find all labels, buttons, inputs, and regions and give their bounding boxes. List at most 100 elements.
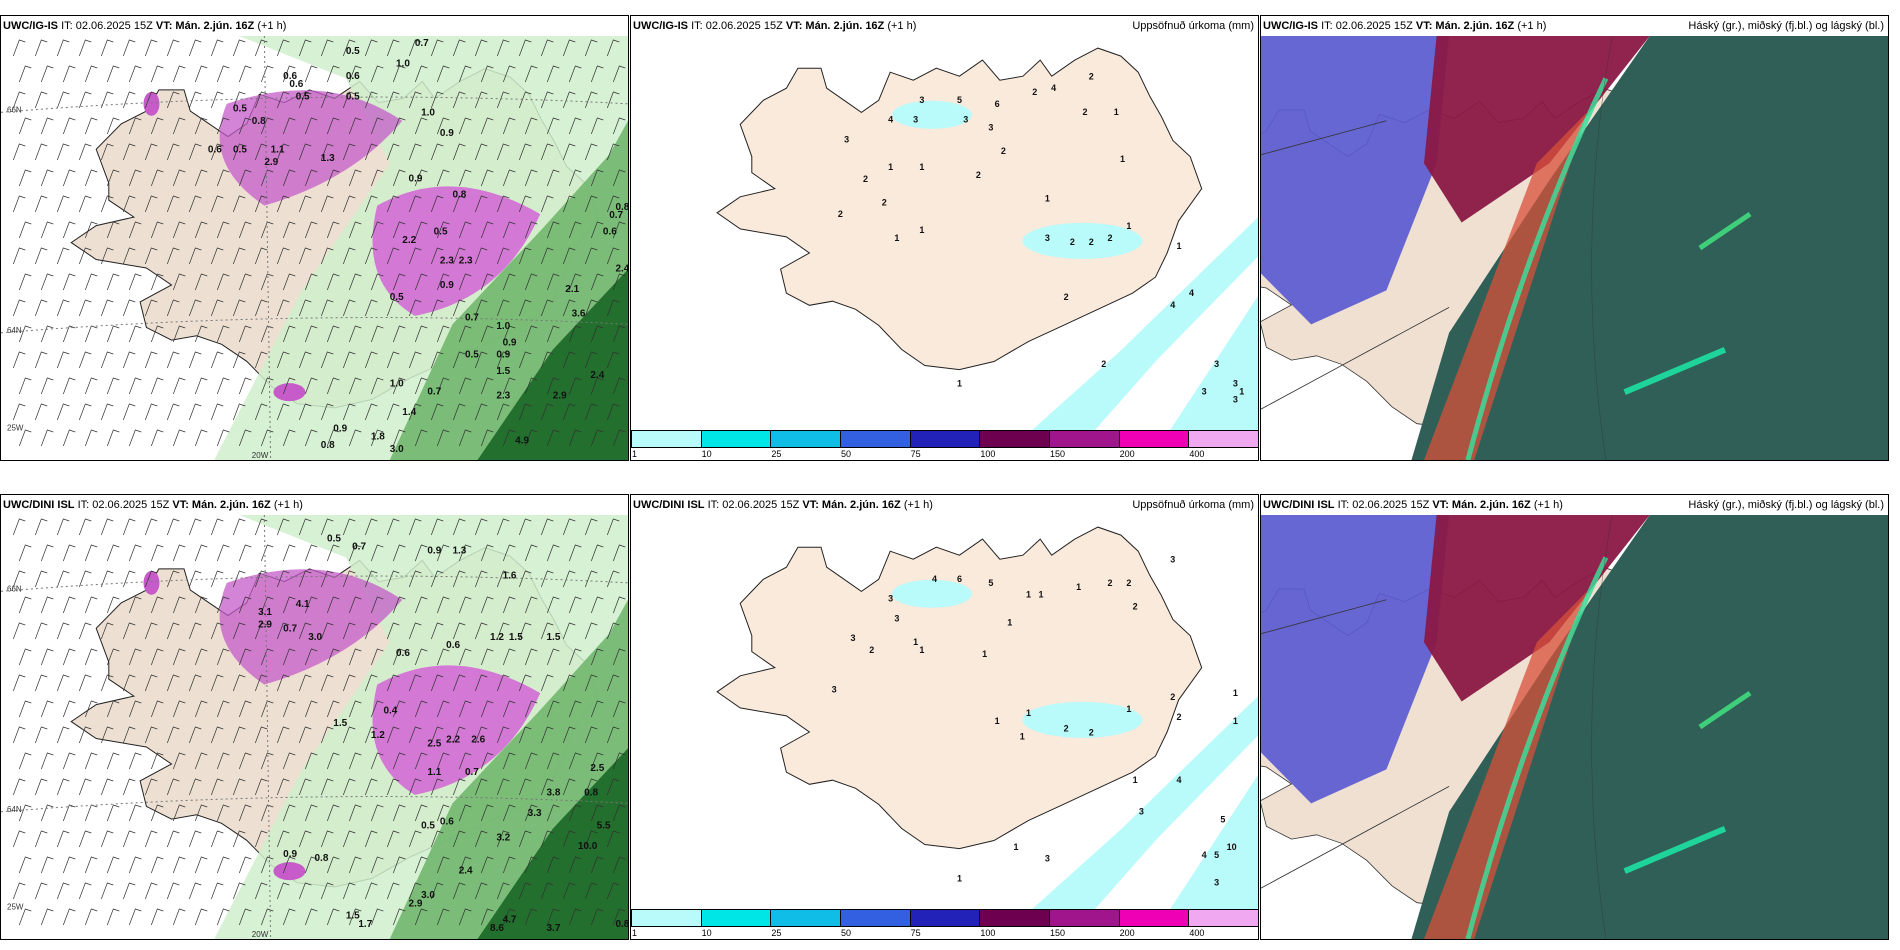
colorbar-swatch <box>770 430 841 448</box>
wind-barb <box>364 726 378 744</box>
model-name: UWC/IG-IS <box>1263 20 1318 32</box>
wind-barb <box>392 648 406 666</box>
wind-barb <box>106 65 120 83</box>
wind-barb <box>606 91 620 109</box>
wind-barb <box>568 700 582 718</box>
wind-barb <box>150 648 164 666</box>
wind-barb <box>238 856 252 874</box>
wind-barb <box>370 596 384 614</box>
wind-barb <box>364 247 378 265</box>
wind-barb <box>370 429 384 447</box>
wind-barb <box>320 726 334 744</box>
precip-value-label: 3 <box>1214 359 1219 369</box>
wind-barb <box>414 65 428 83</box>
wind-barb <box>298 778 312 796</box>
wind-barb <box>320 299 334 317</box>
wind-barb <box>12 674 26 692</box>
init-time: IT: 02.06.2025 15Z <box>77 499 170 511</box>
wind-barb <box>430 143 444 161</box>
wind-barb <box>414 648 428 666</box>
rain-value-label: 0.5 <box>233 104 247 115</box>
wind-barb <box>122 247 136 265</box>
wind-barb <box>546 273 560 291</box>
wind-barb <box>342 622 356 640</box>
rain-value-label: 0.7 <box>415 38 429 49</box>
wind-barb <box>612 856 626 874</box>
wind-barb <box>194 908 208 926</box>
wind-barb <box>282 325 296 343</box>
wind-barb <box>106 856 120 874</box>
wind-barb <box>370 700 384 718</box>
wind-barb <box>150 856 164 874</box>
wind-barb <box>282 804 296 822</box>
wind-barb <box>128 856 142 874</box>
wind-barb <box>128 65 142 83</box>
wind-barb <box>78 830 92 848</box>
wind-barb <box>606 622 620 640</box>
wind-barb <box>524 856 538 874</box>
rain-value-label: 0.9 <box>333 423 347 434</box>
wind-barb <box>458 377 472 395</box>
wind-barb <box>298 726 312 744</box>
wind-barb <box>540 351 554 369</box>
wind-barb <box>496 570 510 588</box>
wind-barb <box>386 91 400 109</box>
rain-value-label: 2.9 <box>409 898 423 909</box>
wind-barb <box>238 117 252 135</box>
rain-value-label: 0.5 <box>327 533 341 544</box>
wind-barb <box>386 143 400 161</box>
wind-barb <box>540 247 554 265</box>
wind-barb <box>584 39 598 57</box>
precip-patch-north <box>891 579 972 608</box>
wind-barb <box>584 299 598 317</box>
rain-value-label: 0.7 <box>427 387 441 398</box>
wind-barb <box>166 570 180 588</box>
precip-value-label: 6 <box>995 99 1000 109</box>
wind-barb <box>254 195 268 213</box>
wind-barb <box>480 221 494 239</box>
wind-barb <box>386 247 400 265</box>
rain-value-label: 0.6 <box>603 227 617 238</box>
wind-barb <box>502 273 516 291</box>
wind-barb <box>106 117 120 135</box>
wind-barb <box>304 544 318 562</box>
wind-barb <box>62 377 76 395</box>
rain-value-label: 0.9 <box>440 128 454 139</box>
wind-barb <box>304 804 318 822</box>
wind-barb <box>122 299 136 317</box>
rain-value-label: 1.5 <box>496 366 510 377</box>
wind-barb <box>56 518 70 536</box>
precip-patch-vatnajokull <box>1022 222 1143 259</box>
wind-barb <box>496 143 510 161</box>
wind-barb <box>40 908 54 926</box>
wind-barb <box>474 882 488 900</box>
wind-barb <box>254 143 268 161</box>
precip-value-label: 1 <box>913 637 918 647</box>
wind-barb <box>606 570 620 588</box>
wind-barb <box>612 752 626 770</box>
wind-barb <box>452 778 466 796</box>
rain-value-label: 2.1 <box>565 284 579 295</box>
wind-barb <box>452 518 466 536</box>
rain-value-label: 0.9 <box>503 337 517 348</box>
colorbar-swatch <box>1118 430 1190 448</box>
convective-rain-south <box>273 383 306 402</box>
wind-barb <box>12 91 26 109</box>
rain-heavy-area <box>477 748 628 939</box>
colorbar-swatch <box>1049 909 1120 927</box>
cloud-edge-band <box>1465 77 1609 460</box>
wind-barb <box>584 518 598 536</box>
wind-barb <box>546 169 560 187</box>
wind-barb <box>518 91 532 109</box>
wind-barb <box>452 674 466 692</box>
rain-value-label: 0.8 <box>321 440 335 451</box>
wind-barb <box>408 518 422 536</box>
wind-barb <box>232 143 246 161</box>
wind-barb <box>320 570 334 588</box>
precip-value-label: 2 <box>1032 87 1037 97</box>
wind-barb <box>458 169 472 187</box>
wind-barb <box>172 325 186 343</box>
precip-value-label: 1 <box>957 379 962 389</box>
wind-barb <box>524 908 538 926</box>
wind-barb <box>568 65 582 83</box>
